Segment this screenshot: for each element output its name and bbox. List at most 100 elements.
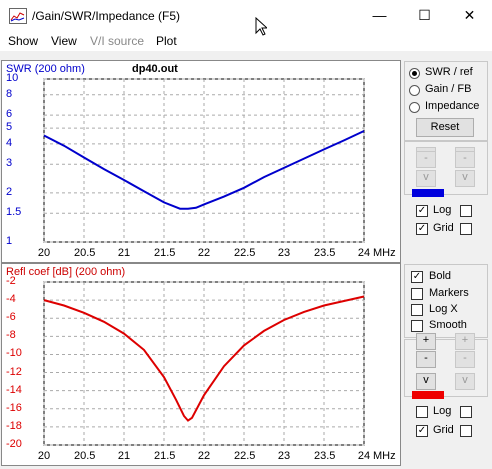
- refl-y-tick-label: -18: [6, 419, 22, 432]
- bottom-grid-label: Grid: [433, 424, 454, 436]
- refl-x-tick-label: 21.5: [154, 450, 176, 462]
- swr-y-tick-label: 10: [6, 72, 19, 84]
- refl-y-tick-label: -12: [6, 365, 22, 378]
- smooth-checkbox[interactable]: [411, 320, 423, 332]
- top-right-minus-button[interactable]: -: [455, 151, 475, 168]
- refl-x-tick-label: 22: [197, 450, 211, 462]
- swr-color-swatch[interactable]: [412, 189, 444, 197]
- refl-y-tick-label: -6: [6, 311, 16, 324]
- refl-y-tick-label: -8: [6, 329, 16, 342]
- bottom-log-checkbox[interactable]: [416, 406, 428, 418]
- refl-x-tick-label: 20: [37, 450, 51, 462]
- swr-x-tick-label: 23: [277, 247, 291, 259]
- logx-checkbox[interactable]: [411, 304, 423, 316]
- swr-x-tick-label: 21.5: [154, 247, 176, 259]
- refl-y-tick-label: -4: [6, 293, 16, 306]
- swr-chart: [43, 78, 365, 243]
- swr-x-tick-label: 21: [117, 247, 131, 259]
- swr-y-tick-label: 8: [6, 87, 13, 100]
- swr-y-tick-label: 6: [6, 108, 13, 121]
- bottom-right-plus-button[interactable]: +: [455, 333, 475, 350]
- top-log-checkbox[interactable]: ✓: [416, 205, 428, 217]
- refl-y-tick-label: -20: [6, 438, 22, 450]
- maximize-button[interactable]: ☐: [418, 7, 431, 23]
- bottom-log-label: Log: [433, 405, 452, 417]
- mouse-cursor-icon: [255, 17, 267, 36]
- refl-x-tick-label: 20.5: [74, 450, 96, 462]
- swr-y-tick-label: 5: [6, 121, 13, 134]
- swr-x-tick-label: 22.5: [234, 247, 256, 259]
- top-right-down-button[interactable]: v: [455, 170, 475, 187]
- refl-x-tick-label: 22.5: [234, 450, 256, 462]
- bottom-grid-checkbox-right[interactable]: [460, 425, 472, 437]
- top-grid-checkbox[interactable]: ✓: [416, 223, 428, 235]
- close-button[interactable]: ✕: [463, 7, 476, 23]
- refl-y-tick-label: -16: [6, 401, 22, 414]
- bold-checkbox[interactable]: ✓: [411, 271, 423, 283]
- radio-swr[interactable]: [409, 68, 420, 79]
- menu-bar: Show View V/I source Plot: [0, 31, 492, 51]
- swr-y-tick-label: 4: [6, 136, 13, 149]
- swr-x-tick-label: 23.5: [314, 247, 336, 259]
- refl-plot-panel: Refl coef [dB] (200 ohm) -2 -4 -6 -8 -10 -12 -…: [1, 263, 401, 466]
- refl-y-tick-label: -10: [6, 347, 22, 360]
- bottom-left-plus-button[interactable]: +: [416, 333, 436, 350]
- radio-gain[interactable]: [409, 85, 420, 96]
- bottom-right-minus-button[interactable]: -: [455, 351, 475, 368]
- swr-x-tick-label: 22: [197, 247, 211, 259]
- menu-show[interactable]: Show: [8, 34, 39, 48]
- bottom-log-checkbox-right[interactable]: [460, 406, 472, 418]
- options-group: [404, 264, 488, 338]
- bottom-left-minus-button[interactable]: -: [416, 351, 436, 368]
- refl-series-line: [43, 295, 365, 422]
- swr-plot-frame: [43, 78, 365, 243]
- swr-x-tick-label: 24: [357, 247, 371, 259]
- mode-group: [404, 61, 488, 141]
- markers-label: Markers: [429, 287, 469, 299]
- refl-chart: [43, 281, 365, 446]
- scale-group-top: [404, 141, 488, 195]
- refl-y-tick-label: -2: [6, 275, 16, 287]
- app-icon: [9, 8, 27, 24]
- menu-vi-source[interactable]: V/I source: [90, 34, 145, 48]
- radio-swr-label: SWR / ref: [425, 66, 473, 78]
- markers-checkbox[interactable]: [411, 288, 423, 300]
- refl-color-swatch[interactable]: [412, 391, 444, 399]
- menu-view[interactable]: View: [51, 34, 77, 48]
- bottom-left-down-button[interactable]: v: [416, 373, 436, 390]
- swr-y-tick-label: 2: [6, 185, 13, 198]
- top-grid-label: Grid: [433, 222, 454, 234]
- top-grid-checkbox-right[interactable]: [460, 223, 472, 235]
- bottom-right-down-button[interactable]: v: [455, 373, 475, 390]
- smooth-label: Smooth: [429, 319, 467, 331]
- bold-label: Bold: [429, 270, 452, 282]
- swr-y-tick-label: 3: [6, 157, 13, 170]
- minimize-button[interactable]: —: [372, 7, 387, 23]
- menu-plot[interactable]: Plot: [156, 34, 177, 48]
- radio-impedance[interactable]: [409, 102, 420, 113]
- top-left-down-button[interactable]: v: [416, 170, 436, 187]
- refl-x-tick-label: 21: [117, 450, 131, 462]
- swr-y-tick-label: 1.5: [6, 206, 22, 219]
- top-left-minus-button[interactable]: -: [416, 151, 436, 168]
- refl-y-tick-label: -14: [6, 383, 22, 396]
- radio-gain-label: Gain / FB: [425, 83, 472, 95]
- reset-button[interactable]: Reset: [416, 118, 474, 137]
- swr-x-unit: MHz: [373, 247, 396, 259]
- swr-series-line: [43, 130, 365, 210]
- swr-y-tick-label: 1: [6, 235, 13, 247]
- swr-filename: dp40.out: [132, 63, 178, 75]
- refl-plot-title: Refl coef [dB] (200 ohm): [6, 266, 126, 278]
- refl-x-tick-label: 23.5: [314, 450, 336, 462]
- radio-impedance-label: Impedance: [425, 100, 480, 112]
- swr-x-tick-label: 20: [37, 247, 51, 259]
- bottom-grid-checkbox[interactable]: ✓: [416, 425, 428, 437]
- top-log-checkbox-right[interactable]: [460, 205, 472, 217]
- swr-x-tick-label: 20.5: [74, 247, 96, 259]
- window-title: /Gain/SWR/Impedance (F5): [32, 9, 181, 23]
- refl-x-tick-label: 23: [277, 450, 291, 462]
- swr-plot-panel: SWR (200 ohm) dp40.out 10 8 6 5 4 3 2 1.5 1 20 20…: [1, 60, 401, 263]
- refl-x-unit: MHz: [373, 450, 396, 462]
- top-log-label: Log: [433, 204, 452, 216]
- swr-plot-title: SWR (200 ohm): [6, 63, 85, 75]
